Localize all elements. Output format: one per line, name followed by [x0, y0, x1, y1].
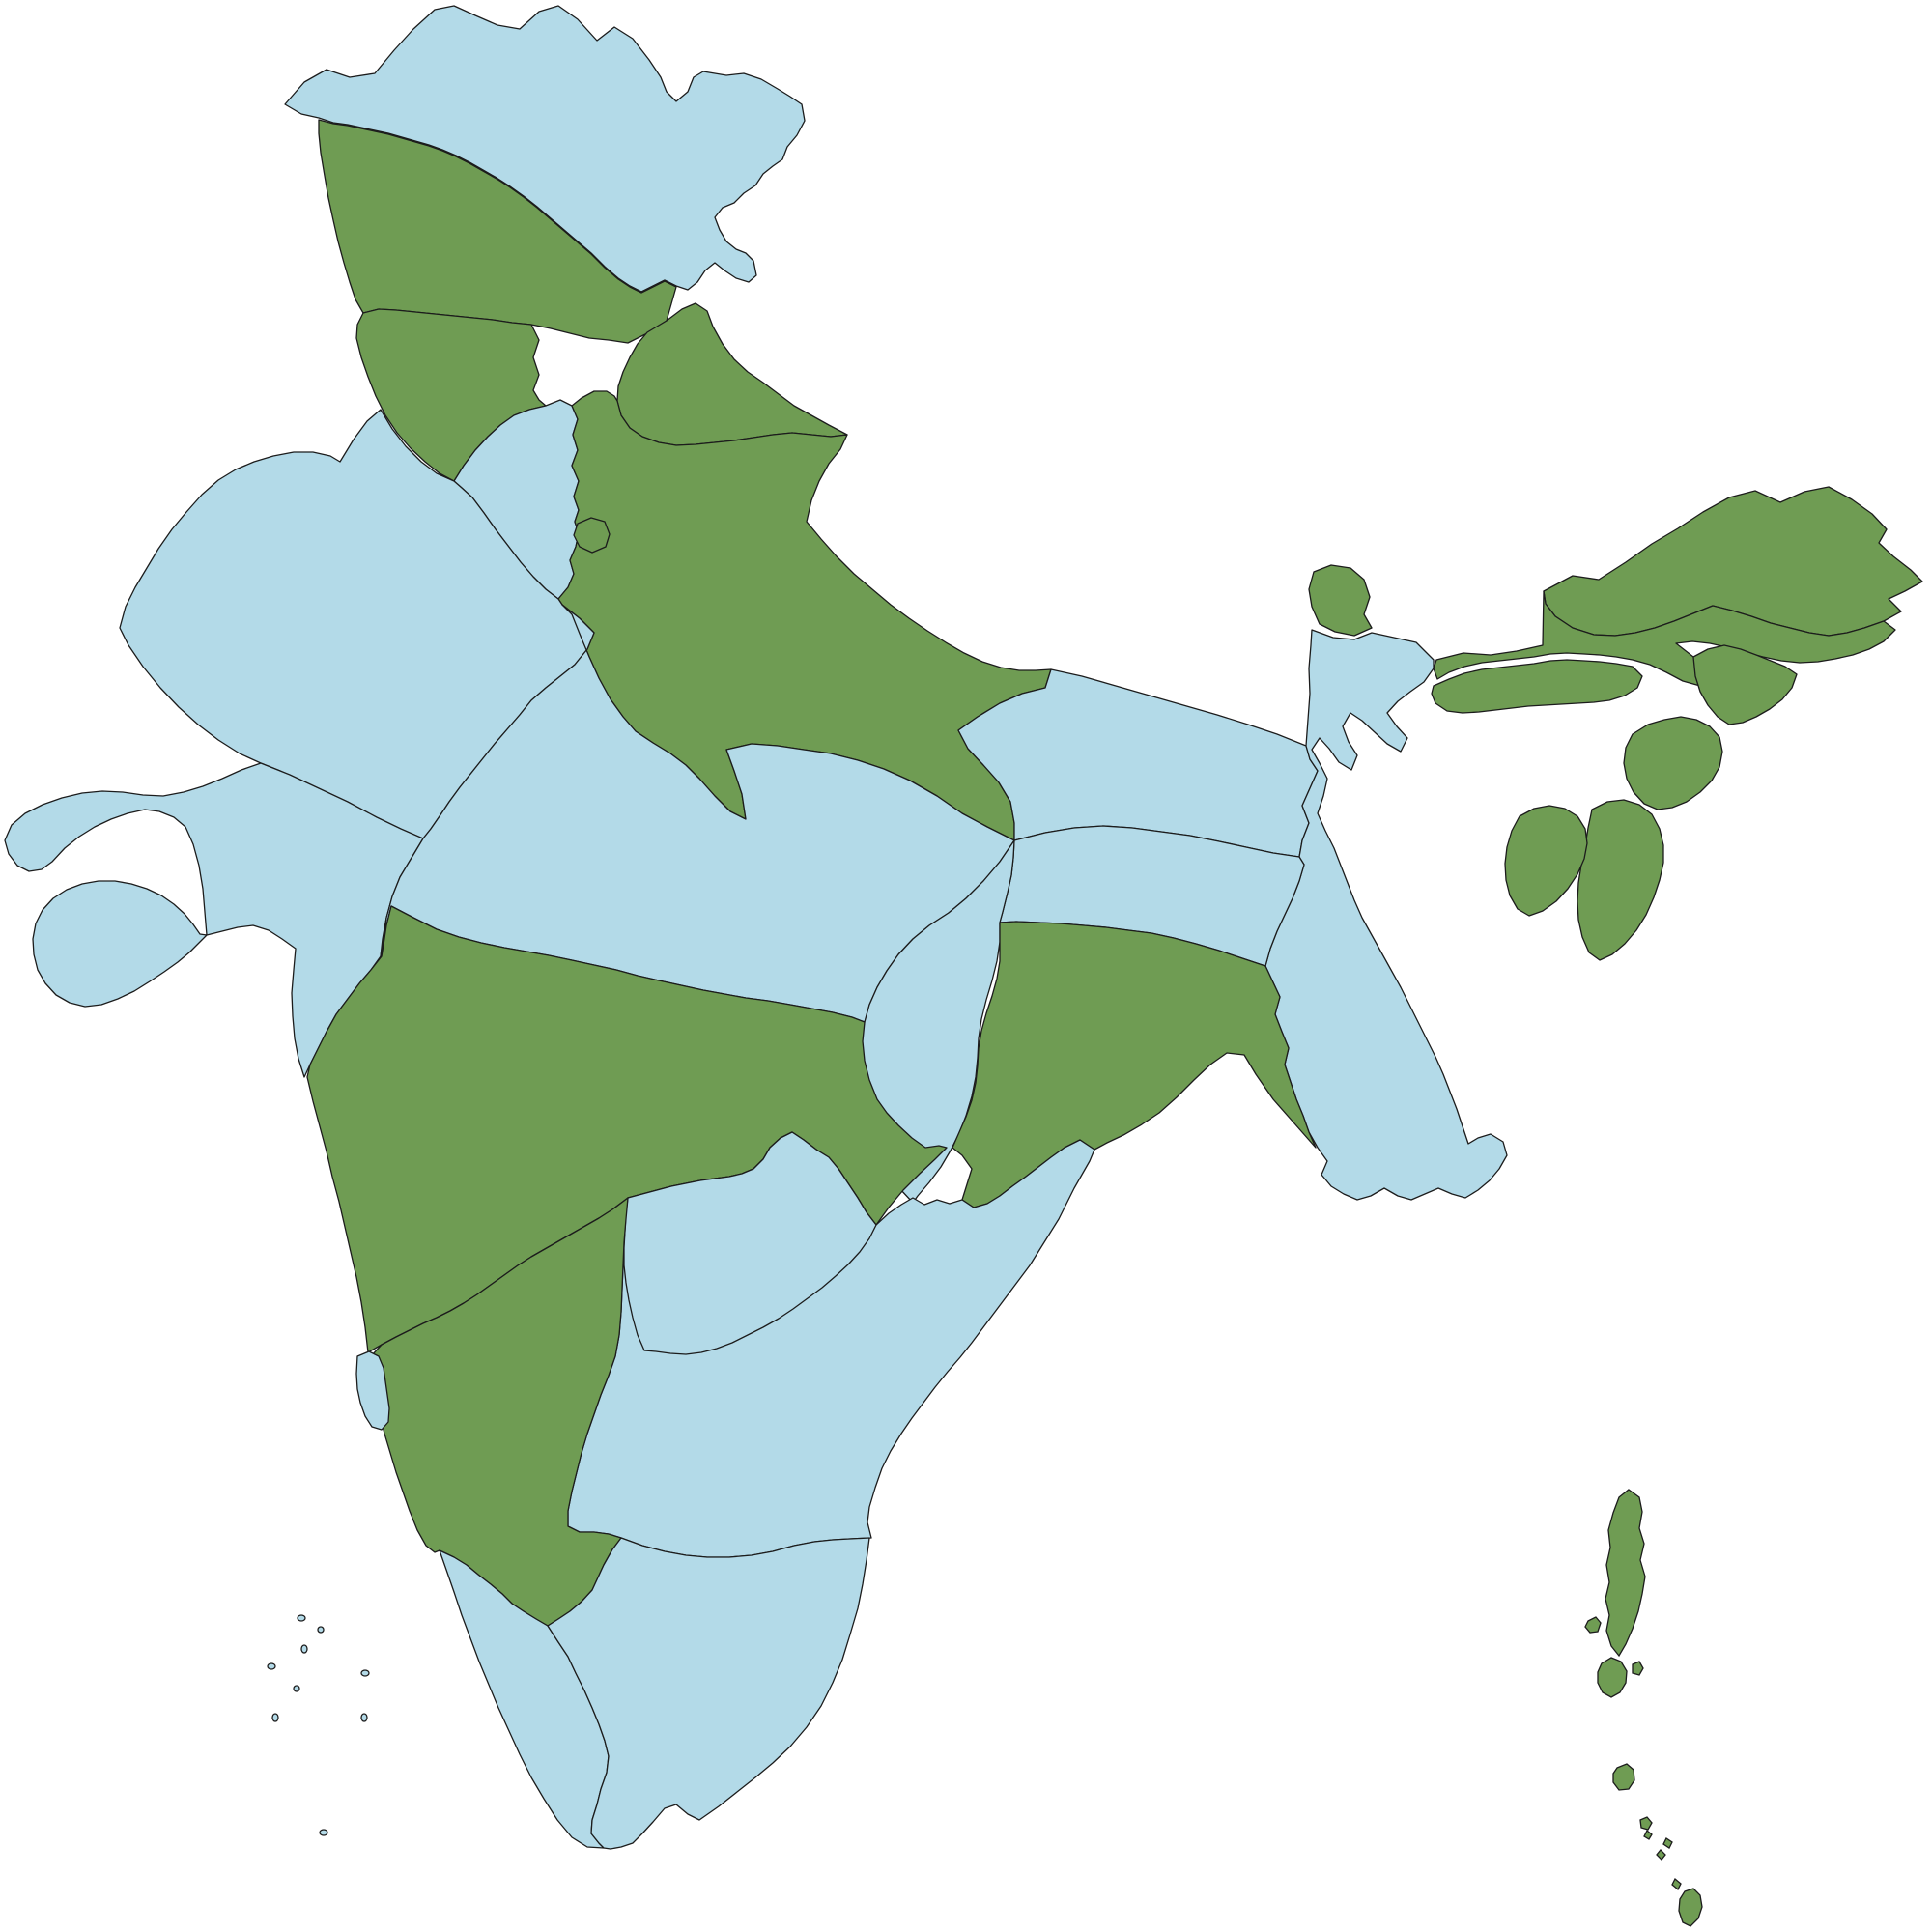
state-himachal-pradesh[interactable]	[318, 119, 677, 344]
state-tamil-nadu[interactable]	[547, 1537, 870, 1850]
state-sikkim[interactable]	[1308, 564, 1373, 637]
islands-lakshadweep[interactable]	[267, 1614, 370, 1836]
state-chhattisgarh[interactable]	[858, 839, 1015, 1204]
state-nagaland[interactable]	[1692, 644, 1798, 725]
state-odisha[interactable]	[952, 921, 1317, 1208]
state-manipur[interactable]	[1623, 716, 1723, 810]
union-territory-delhi[interactable]	[573, 517, 611, 554]
state-telangana[interactable]	[623, 1131, 877, 1355]
state-jammu-kashmir[interactable]	[284, 5, 806, 293]
state-goa[interactable]	[355, 1350, 390, 1431]
state-karnataka[interactable]	[370, 1197, 629, 1627]
state-mizoram[interactable]	[1577, 799, 1664, 961]
state-meghalaya[interactable]	[1431, 659, 1643, 714]
state-tripura[interactable]	[1504, 805, 1588, 917]
state-assam[interactable]	[1433, 590, 1896, 687]
islands-andaman-nicobar[interactable]	[1584, 1489, 1703, 1927]
